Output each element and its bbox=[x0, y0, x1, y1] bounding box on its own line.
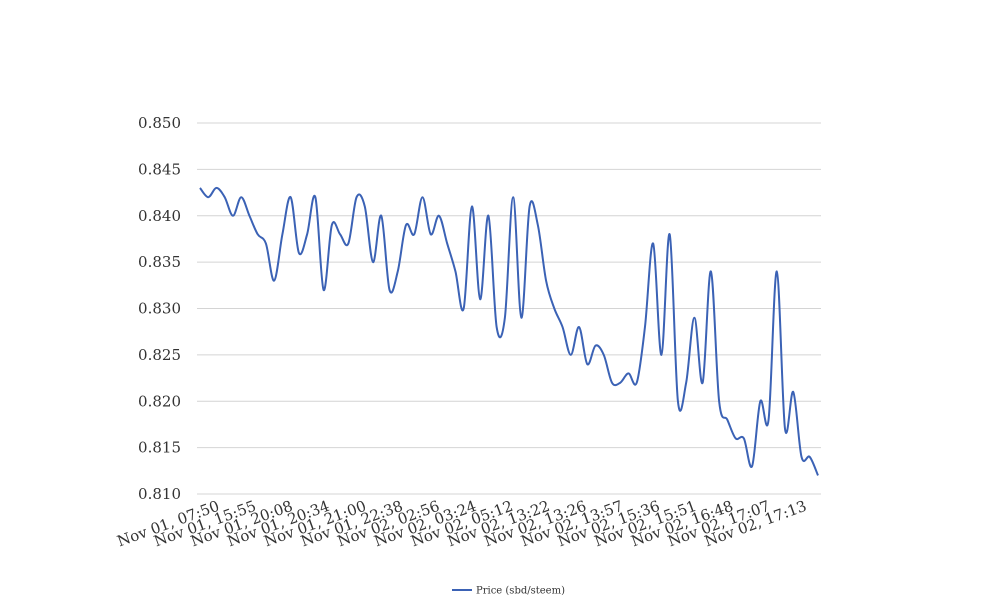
legend-label: Price (sbd/steem) bbox=[476, 586, 565, 597]
series-line-price bbox=[199, 186, 819, 476]
y-tick-label: 0.830 bbox=[138, 300, 181, 318]
legend: Price (sbd/steem) bbox=[452, 586, 565, 597]
y-axis-tick-labels: 0.850 0.845 0.840 0.835 0.830 0.825 0.820 0.815… bbox=[138, 114, 181, 503]
y-tick-label: 0.850 bbox=[138, 114, 181, 132]
y-tick-label: 0.815 bbox=[138, 439, 181, 457]
y-tick-label: 0.820 bbox=[138, 392, 181, 410]
grid-lines bbox=[197, 122, 821, 495]
y-tick-label: 0.810 bbox=[138, 485, 181, 503]
series-lines bbox=[199, 186, 819, 476]
y-tick-label: 0.835 bbox=[138, 253, 181, 271]
y-tick-label: 0.840 bbox=[138, 207, 181, 225]
y-tick-label: 0.825 bbox=[138, 346, 181, 364]
y-tick-label: 0.845 bbox=[138, 160, 181, 178]
